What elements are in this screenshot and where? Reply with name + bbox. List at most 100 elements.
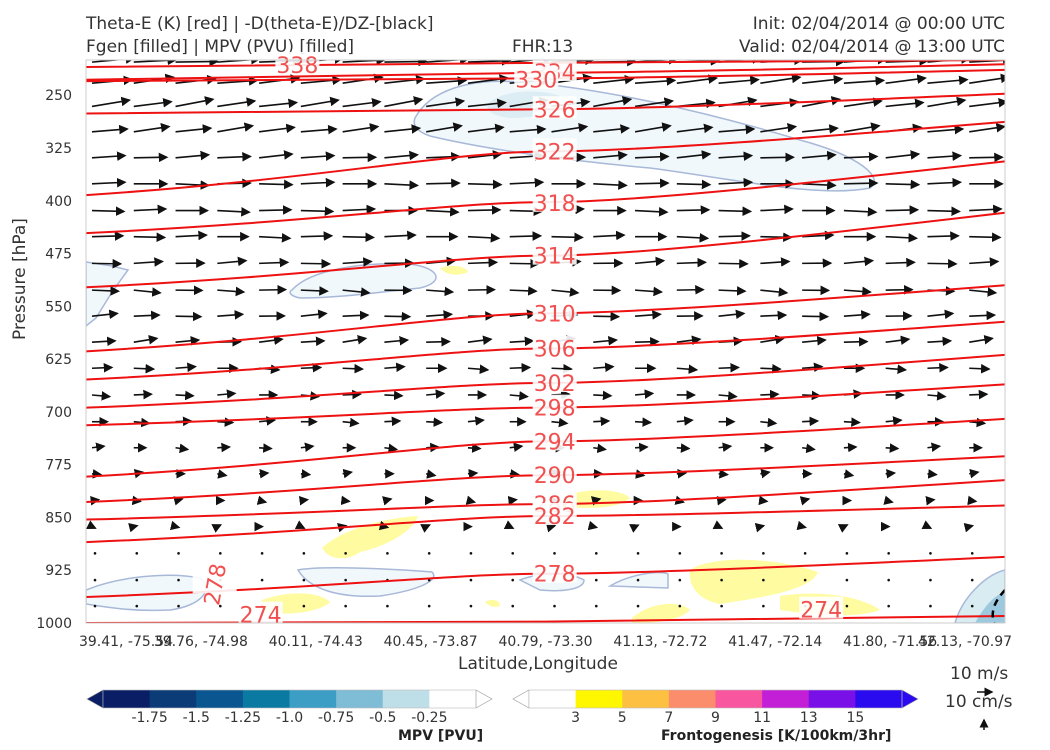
colorbar-tick-label: 11 (753, 710, 771, 726)
theta-e-label-bg (532, 335, 577, 358)
wind-vector (718, 362, 740, 373)
wind-vector (135, 604, 139, 608)
wind-vector (843, 97, 883, 108)
wind-vector (175, 311, 203, 322)
wind-vector (386, 552, 389, 555)
wind-vector (426, 76, 468, 86)
fgen-region-7 (440, 265, 468, 275)
wind-vector (885, 98, 925, 109)
wind-vector (91, 258, 123, 269)
wind-vector (427, 604, 431, 608)
wind-vector (551, 123, 589, 133)
wind-vector (217, 286, 246, 297)
forecast-hour: FHR:13 (512, 37, 574, 57)
wind-vector (259, 233, 292, 243)
wind-vector (885, 468, 897, 479)
colorbar-frame (528, 689, 903, 709)
colorbar-swatch (575, 690, 623, 708)
wind-vector (219, 552, 222, 555)
wind-vector (133, 287, 162, 297)
wind-vector (93, 604, 97, 608)
wind-vector (386, 604, 389, 608)
colorbar-extend-low (512, 689, 530, 709)
wind-vector (133, 389, 153, 400)
wind-vector (843, 76, 886, 86)
wind-vector (927, 124, 965, 135)
colorbar-tick-label: 9 (711, 710, 720, 726)
wind-vector (258, 150, 294, 160)
wind-vector (342, 97, 382, 108)
wind-vector (925, 495, 936, 506)
valid-time: Valid: 02/04/2014 @ 13:00 UTC (739, 37, 1005, 57)
wind-vector (420, 524, 431, 533)
wind-vector (175, 60, 219, 67)
wind-vector (93, 578, 97, 582)
wind-vector (294, 520, 306, 530)
wind-vector (384, 416, 402, 427)
wind-vector (258, 123, 296, 134)
colorbar-frame (102, 689, 477, 709)
wind-vector (718, 391, 738, 401)
fgen-region-1 (322, 516, 418, 559)
wind-vector (634, 122, 672, 133)
y-tick-label: 925 (45, 563, 72, 579)
wind-vector (676, 443, 691, 453)
wind-vector (929, 578, 932, 582)
theta-e-contour-274 (86, 614, 1005, 623)
wind-vector (469, 604, 473, 608)
wind-vector (342, 389, 362, 400)
wind-vector (342, 334, 368, 345)
wind-vector (885, 364, 908, 374)
wind-vector (553, 552, 556, 555)
wind-vector (467, 364, 490, 374)
wind-vector (970, 552, 974, 555)
wind-vector (969, 287, 998, 297)
wind-vector (259, 205, 293, 215)
wind-vector (634, 442, 649, 453)
wind-vector (384, 362, 406, 373)
wind-vector (133, 363, 156, 374)
wind-vector (91, 177, 127, 188)
wind-vector (676, 468, 688, 479)
wind-vector (678, 604, 682, 608)
wind-vector (760, 363, 782, 374)
colorbar-swatch (336, 690, 384, 708)
wind-vector (594, 604, 598, 608)
wind-vector (300, 442, 315, 452)
wind-vector (300, 231, 334, 241)
wind-vector (90, 495, 101, 506)
wind-vector (969, 363, 991, 374)
colorbar-extend-low (86, 689, 104, 709)
wind-vector (259, 416, 277, 426)
wind-vector (969, 152, 1004, 163)
wind-vector (593, 416, 611, 427)
wind-vector (426, 389, 446, 399)
wind-vector (91, 469, 103, 479)
theta-e-label-274: 274 (800, 599, 842, 624)
colorbar-swatch (382, 690, 430, 708)
wind-vector (885, 74, 927, 85)
wind-vector (342, 363, 365, 374)
wind-vector (177, 552, 180, 555)
wind-vector (511, 604, 515, 608)
wind-vectors (86, 60, 1005, 608)
wind-vector (342, 257, 373, 267)
wind-vector (712, 520, 724, 530)
wind-vector (259, 468, 270, 479)
wind-vector (594, 578, 598, 582)
y-tick-label: 1000 (36, 616, 72, 632)
theta-e-label-bg (532, 394, 577, 417)
wind-vector (259, 443, 273, 453)
wind-vector (300, 362, 323, 373)
wind-vector (718, 442, 733, 452)
wind-vector (509, 362, 532, 373)
y-tick-label: 700 (45, 405, 72, 421)
wind-vector (553, 604, 556, 608)
wind-vector (593, 96, 633, 108)
wind-vector (593, 180, 628, 190)
wind-vector (885, 233, 919, 243)
colorbar-tick-label: 15 (846, 710, 864, 726)
wind-vector (133, 257, 164, 267)
wind-vector (845, 578, 849, 582)
wind-vector (300, 336, 326, 347)
